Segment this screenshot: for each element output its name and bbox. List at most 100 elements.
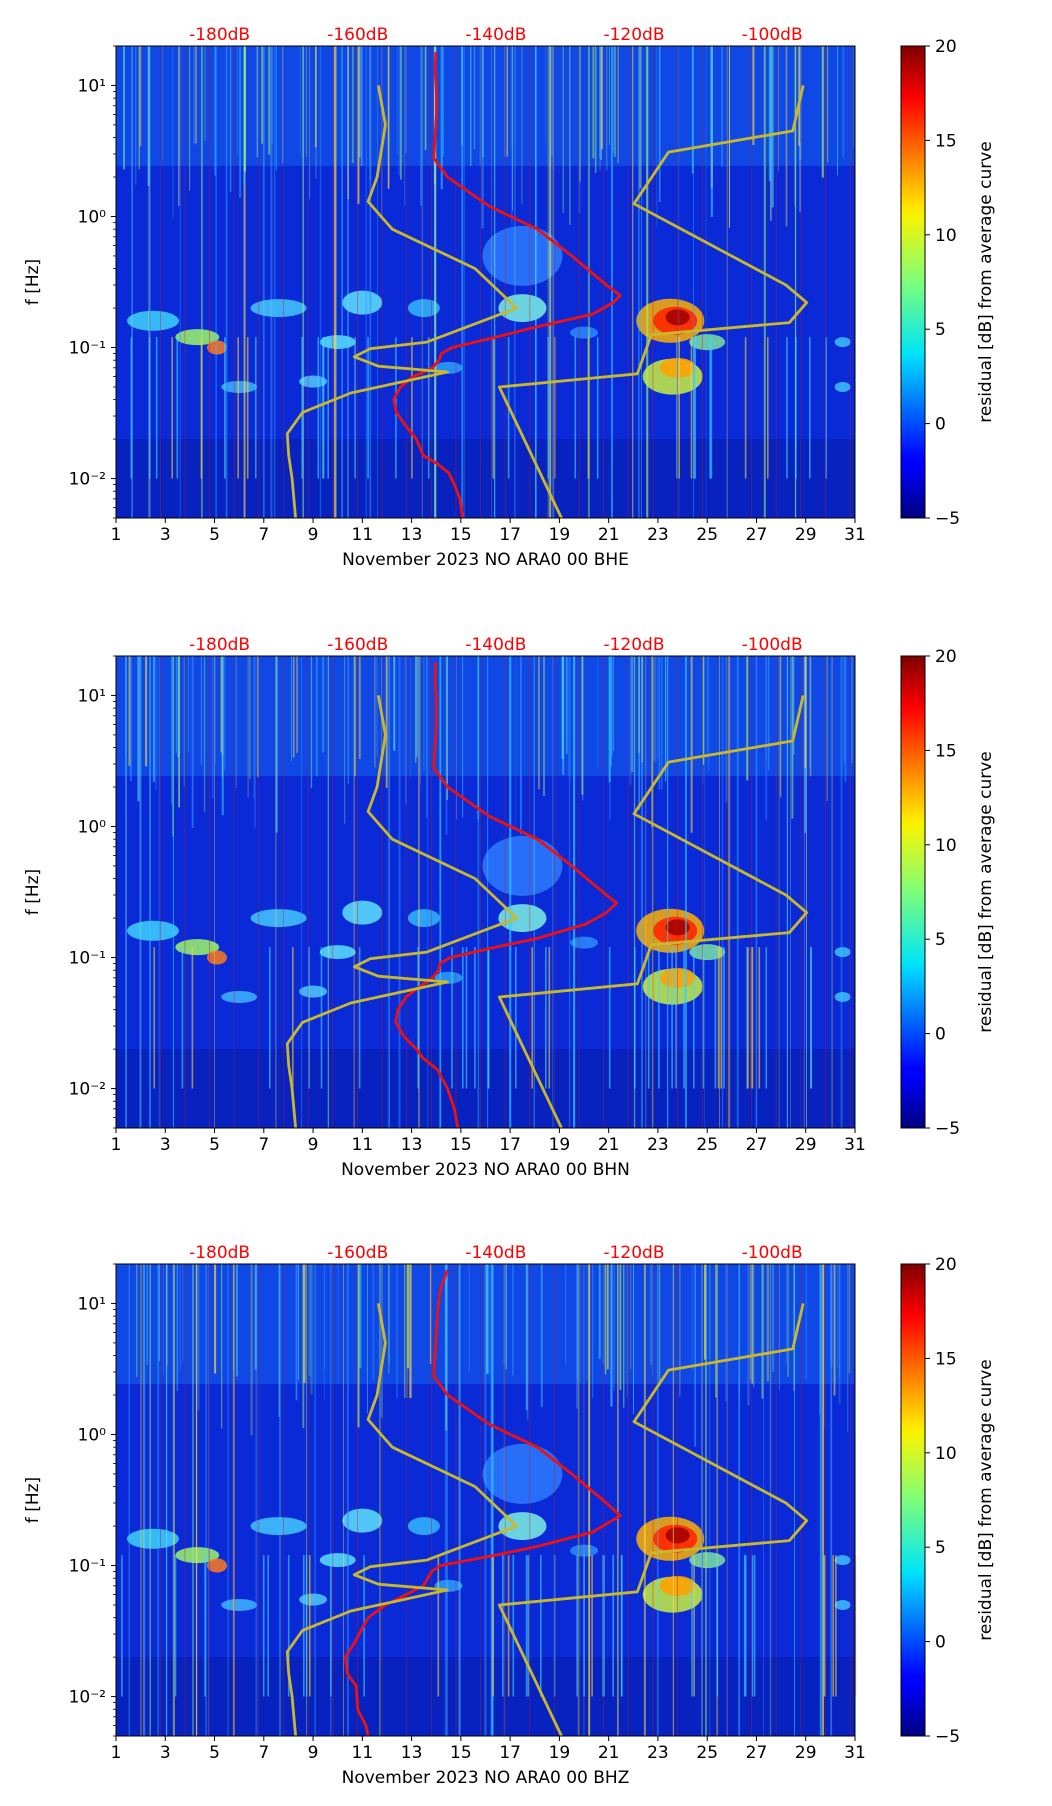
- event-streak: [182, 1264, 184, 1362]
- x-tick-label: 5: [209, 1135, 220, 1155]
- x-tick-label: 15: [450, 1135, 472, 1155]
- event-streak: [750, 1264, 754, 1384]
- x-tick-label: 21: [598, 1135, 620, 1155]
- microseism-blob: [250, 1517, 307, 1536]
- earthquake-streak: [603, 1555, 605, 1697]
- x-tick-label: 25: [696, 525, 718, 545]
- event-streak: [385, 656, 388, 788]
- spectrogram: [116, 46, 855, 518]
- event-streak: [721, 46, 723, 167]
- event-streak: [588, 1264, 591, 1736]
- earthquake-streak: [710, 337, 713, 479]
- earthquake-streak: [693, 337, 695, 479]
- series-line-nlnm: [285, 1303, 518, 1737]
- event-streak: [128, 656, 131, 767]
- event-streak: [393, 656, 396, 751]
- earthquake-streak: [702, 947, 705, 1089]
- earthquake-streak: [822, 1555, 825, 1697]
- earthquake-streak: [795, 337, 797, 479]
- event-streak: [250, 1264, 253, 1436]
- event-streak: [323, 1264, 325, 1401]
- event-streak: [461, 46, 463, 518]
- event-streak: [771, 46, 774, 208]
- event-streak: [139, 656, 142, 1128]
- event-streak: [763, 46, 766, 518]
- event-streak: [200, 656, 203, 765]
- plot-frame: [115, 655, 856, 1129]
- event-streak: [330, 1264, 332, 1736]
- event-streak: [440, 46, 443, 190]
- earthquake-streak: [747, 947, 749, 1089]
- earthquake-streak: [547, 337, 550, 479]
- y-tick-label: 10¹: [78, 686, 106, 706]
- event-streak: [599, 46, 601, 158]
- event-streak: [484, 1264, 487, 1736]
- event-streak: [779, 1264, 780, 1391]
- event-streak: [705, 46, 707, 518]
- microseism-blob: [319, 945, 356, 960]
- microseism-blob: [482, 225, 563, 286]
- event-streak: [583, 1264, 585, 1736]
- event-streak: [343, 1264, 344, 1736]
- y-tick-label: 10¹: [78, 1294, 106, 1314]
- top-db-tick-label: -180dB: [189, 1243, 250, 1263]
- event-streak: [236, 46, 238, 156]
- event-streak: [573, 656, 576, 1128]
- event-streak: [653, 656, 655, 762]
- event-streak: [415, 656, 417, 763]
- event-streak: [214, 46, 216, 176]
- x-tick-label: 31: [844, 1135, 866, 1155]
- event-streak: [351, 46, 354, 163]
- microseism-blob: [126, 310, 179, 331]
- event-streak: [279, 1264, 282, 1736]
- colorbar-tick-label: 10: [935, 836, 957, 856]
- earthquake-streak: [171, 337, 173, 479]
- event-streak: [327, 656, 329, 1128]
- microseism-blob: [342, 1508, 383, 1533]
- series-line-average-psd: [343, 1269, 622, 1737]
- earthquake-streak: [751, 947, 754, 1089]
- earthquake-streak: [267, 1555, 269, 1697]
- microseism-blob: [319, 1553, 356, 1568]
- top-db-tick-label: -140dB: [465, 635, 526, 655]
- event-streak: [405, 46, 407, 154]
- earthquake-streak: [678, 337, 680, 479]
- event-streak: [446, 1264, 448, 1736]
- event-streak: [192, 1264, 194, 1736]
- event-streak: [468, 1264, 470, 1372]
- microseism-blob: [175, 329, 220, 346]
- event-streak: [838, 1264, 841, 1404]
- event-streak: [275, 656, 277, 1128]
- earthquake-streak: [574, 337, 577, 479]
- event-streak: [646, 46, 649, 518]
- event-streak: [552, 656, 554, 1128]
- event-streak: [335, 46, 337, 518]
- event-streak: [787, 1264, 789, 1377]
- event-streak: [458, 1264, 461, 1736]
- event-streak: [387, 656, 389, 1128]
- event-streak: [271, 46, 273, 144]
- earthquake-streak: [327, 337, 329, 479]
- event-streak: [239, 46, 242, 198]
- microseism-blob: [126, 920, 179, 941]
- event-streak: [293, 656, 295, 758]
- event-streak: [657, 656, 659, 759]
- event-streak: [535, 46, 537, 518]
- event-streak: [746, 656, 749, 781]
- microseism-blob: [250, 299, 307, 318]
- y-tick-label: 10⁰: [78, 207, 107, 227]
- microseism-blob: [570, 326, 599, 339]
- event-streak: [510, 46, 513, 149]
- event-streak: [298, 1264, 299, 1380]
- event-streak: [794, 1264, 795, 1736]
- event-streak: [667, 656, 669, 1128]
- microseism-blob: [299, 985, 328, 998]
- event-streak: [215, 656, 216, 765]
- earthquake-streak: [121, 1555, 123, 1697]
- x-tick-label: 5: [209, 525, 220, 545]
- earthquake-streak: [237, 337, 239, 479]
- x-tick-label: 15: [450, 1743, 472, 1763]
- event-streak: [418, 656, 420, 1128]
- event-streak: [145, 656, 148, 767]
- event-streak: [155, 656, 157, 790]
